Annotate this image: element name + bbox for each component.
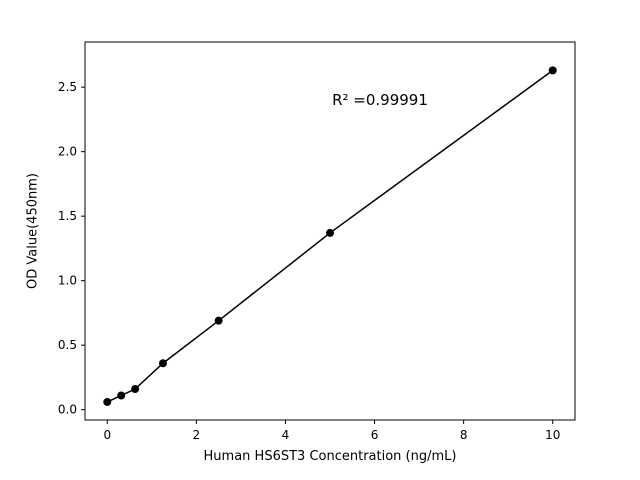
y-tick-label: 0.0 [58,403,77,417]
x-axis-label: Human HS6ST3 Concentration (ng/mL) [203,449,457,464]
data-point [117,391,126,400]
y-tick-label: 2.5 [58,80,77,94]
x-tick-label: 4 [282,428,290,442]
x-tick-label: 10 [545,428,560,442]
data-point [214,316,223,325]
data-point [548,66,557,75]
y-tick-label: 2.0 [58,145,77,159]
y-axis-label: OD Value(450nm) [25,173,41,289]
x-tick-label: 2 [193,428,201,442]
y-tick-label: 1.5 [58,209,77,223]
x-tick-label: 6 [371,428,379,442]
data-point [326,228,334,237]
r-squared-annotation: R² =0.99991 [332,91,428,109]
x-tick-label: 8 [460,428,468,442]
data-point [158,359,167,368]
y-tick-label: 1.0 [58,274,77,288]
y-tick-label: 0.5 [58,338,77,352]
data-point [131,385,140,394]
data-point [103,397,112,406]
plot-frame [84,41,576,421]
x-tick-label: 0 [103,428,111,442]
